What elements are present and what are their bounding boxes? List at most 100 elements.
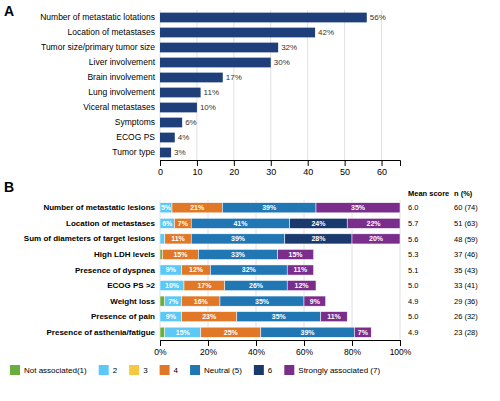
series (285, 218, 352, 244)
data-label: 39% (262, 204, 277, 211)
tick-label: ECOG PS (116, 132, 155, 142)
tick: 10 (192, 160, 202, 177)
tick-mark (400, 340, 401, 346)
bar-segment (191, 218, 289, 228)
tick: Lung involvement (88, 87, 155, 97)
bar-segment (287, 281, 316, 291)
panel: 5%6%9%10%7%9%15%21%7%11%15%12%17%16%23%2… (24, 200, 412, 357)
axis-line (161, 161, 401, 167)
bar-segment (354, 327, 371, 337)
bar-segment (165, 296, 182, 306)
tick: Viceral metastases (83, 102, 155, 112)
tick-label: 20 (229, 167, 239, 177)
bar (160, 133, 175, 143)
bar-segment (261, 327, 355, 337)
tick-mark (345, 160, 346, 166)
bar-segment (160, 296, 165, 306)
tick-mark (382, 160, 383, 166)
column-cell: 48 (59) (454, 235, 478, 244)
bar-segment (316, 203, 400, 213)
legend-swatch (284, 365, 294, 375)
tick: 60% (296, 340, 313, 357)
data-label: 9% (166, 266, 177, 273)
tick-label: Number of metastatic lesions (43, 203, 155, 212)
bar-segment (172, 203, 222, 213)
grid (160, 200, 400, 340)
tick: Presence of pain (91, 312, 155, 321)
tick: Tumor size/primary tumor size (41, 42, 155, 52)
data-label: 56% (370, 13, 386, 22)
bar-segment (210, 265, 287, 275)
grid-line (381, 10, 382, 160)
tick-label: 0 (158, 167, 163, 177)
tick: 40% (248, 340, 265, 357)
data-label: 32% (281, 43, 297, 52)
column-cell: 37 (46) (454, 250, 478, 259)
column-cell: 5.3 (408, 250, 418, 259)
y-axis: Number of metastatic lotationsLocation o… (40, 12, 155, 157)
bar-segment (160, 203, 172, 213)
tick-mark (304, 340, 305, 346)
bar-segment (321, 312, 347, 322)
data-label: 35% (255, 298, 270, 305)
data-label: 6% (185, 118, 197, 127)
legend-swatch (160, 365, 170, 375)
data-label: 42% (318, 28, 334, 37)
legend-item: 3 (129, 365, 148, 375)
bar-segment (225, 281, 287, 291)
data-label: 32% (242, 266, 257, 273)
tick-label: 10 (192, 167, 202, 177)
bar-segment (165, 234, 191, 244)
tick-label: 80% (344, 347, 361, 357)
tick-label: Tumor size/primary tumor size (41, 42, 155, 52)
bar-segment (191, 234, 285, 244)
column-cell: 60 (74) (454, 203, 478, 212)
bar (160, 73, 223, 83)
column-cell: 5.7 (408, 219, 418, 228)
data-label: 21% (190, 204, 205, 211)
x-axis: 0%20%40%60%80%100% (154, 340, 411, 357)
legend-swatch (254, 365, 264, 375)
tick: 80% (344, 340, 361, 357)
bar-segment (160, 249, 162, 259)
data-label: 26% (249, 282, 264, 289)
legend-label: 2 (113, 366, 118, 375)
tick-label: Liver involvement (89, 57, 156, 67)
column-cell: 5.0 (408, 281, 418, 290)
data-label: 7% (358, 329, 369, 336)
data-label: 33% (231, 251, 246, 258)
legend-swatch (10, 365, 20, 375)
tick-label: Location of metastases (68, 27, 155, 37)
tick-label: 50 (340, 167, 350, 177)
bar-segment (352, 234, 400, 244)
tick-mark (352, 340, 353, 346)
bar (160, 118, 182, 128)
data-label: 16% (194, 298, 209, 305)
data-label: 24% (311, 220, 326, 227)
bar-segment (160, 265, 182, 275)
column-cell: 4.9 (408, 297, 418, 306)
tick-label: 20% (200, 347, 217, 357)
bar-segment (347, 218, 400, 228)
column-header: Mean score (408, 189, 449, 198)
data-label: 15% (289, 251, 304, 258)
tick: 100% (390, 340, 412, 357)
data-label: 22% (367, 220, 382, 227)
column-cell: 4.9 (408, 328, 418, 337)
bar-segment (304, 296, 326, 306)
tick-label: Lung involvement (88, 87, 155, 97)
tick-mark (160, 340, 161, 346)
column-header: n (%) (454, 189, 473, 198)
data-label: 39% (231, 235, 246, 242)
bar (160, 28, 315, 38)
tick: Tumor type (112, 147, 155, 157)
bar-segment (160, 312, 182, 322)
column-cell: 33 (41) (454, 281, 478, 290)
bar (160, 88, 201, 98)
data-label: 12% (295, 282, 310, 289)
column-cell: 26 (32) (454, 312, 478, 321)
series (160, 249, 165, 337)
data-label: 23% (202, 313, 217, 320)
column-cell: 23 (28) (454, 328, 478, 337)
bar-segment (290, 218, 348, 228)
